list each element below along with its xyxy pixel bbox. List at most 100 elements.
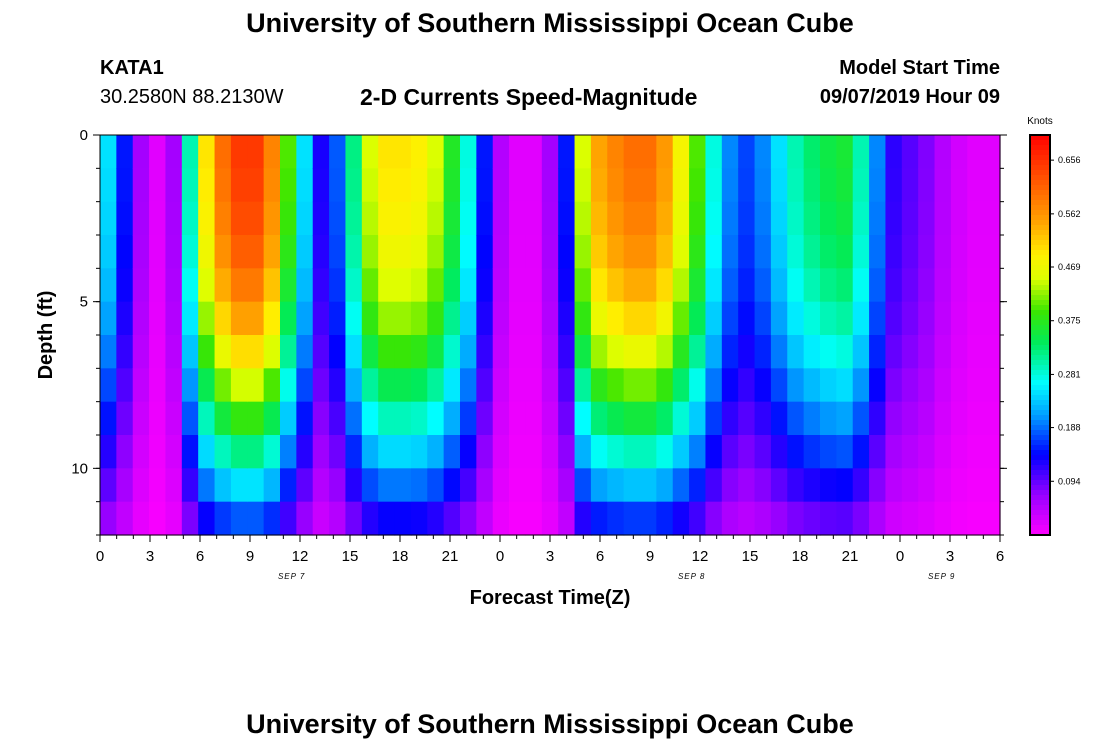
heatmap-cell [410, 235, 428, 269]
heatmap-cell [574, 468, 592, 503]
heatmap-cell [607, 268, 625, 303]
heatmap-cell [738, 301, 756, 336]
heatmap-cell [100, 468, 117, 503]
heatmap-cell [852, 301, 870, 336]
heatmap-cell [705, 168, 723, 203]
colorbar-segment [1030, 300, 1050, 306]
heatmap-cell [427, 335, 445, 369]
heatmap-cell [869, 268, 887, 303]
heatmap-cell [754, 301, 772, 336]
heatmap-cell [181, 468, 199, 503]
heatmap-cell [738, 201, 756, 236]
heatmap-cell [329, 235, 347, 269]
heatmap-cell [525, 435, 543, 469]
heatmap-cell [590, 201, 608, 236]
heatmap-cell [689, 368, 707, 403]
heatmap-cell [509, 368, 527, 403]
heatmap-cell [214, 301, 232, 336]
heatmap-cell [885, 235, 903, 269]
heatmap-cell [869, 201, 887, 236]
colorbar-segment [1030, 170, 1050, 176]
heatmap-cell [525, 268, 543, 303]
heatmap-cell [247, 235, 265, 269]
colorbar-segment [1030, 345, 1050, 351]
heatmap-cell [950, 301, 968, 336]
heatmap-cell [885, 135, 903, 169]
heatmap-cell [296, 201, 314, 236]
heatmap-cell [116, 335, 134, 369]
colorbar-segment [1030, 185, 1050, 191]
heatmap-cell [427, 201, 445, 236]
heatmap-cell [836, 401, 854, 436]
x-tick-label: 3 [146, 548, 154, 565]
heatmap-cell [770, 401, 788, 436]
heatmap-cell [656, 468, 674, 503]
heatmap-cell [770, 235, 788, 269]
heatmap-cell [623, 301, 641, 336]
colorbar-segment [1030, 240, 1050, 246]
heatmap-cell [361, 168, 379, 203]
heatmap-cell [378, 201, 396, 236]
heatmap-cell [689, 335, 707, 369]
colorbar-segment [1030, 500, 1050, 506]
heatmap-cell [836, 201, 854, 236]
heatmap-cell [918, 401, 936, 436]
heatmap-cell [983, 235, 1001, 269]
heatmap-cell [803, 135, 821, 169]
heatmap-cell [590, 401, 608, 436]
x-tick-label: 21 [442, 548, 459, 565]
heatmap-cell [623, 401, 641, 436]
heatmap-cell [623, 501, 641, 536]
heatmap-cell [607, 368, 625, 403]
heatmap-cell [247, 268, 265, 303]
heatmap-cell [689, 235, 707, 269]
heatmap-cell [803, 235, 821, 269]
colorbar-segment [1030, 460, 1050, 466]
colorbar-segment [1030, 385, 1050, 391]
colorbar-segment [1030, 455, 1050, 461]
heatmap-cell [476, 368, 494, 403]
heatmap-cell [116, 468, 134, 503]
heatmap-cell [820, 235, 837, 269]
heatmap-cell [558, 135, 576, 169]
heatmap-cell [623, 201, 641, 236]
heatmap-cell [100, 235, 117, 269]
heatmap-cell [705, 135, 723, 169]
heatmap-cell [214, 401, 232, 436]
heatmap-cell [754, 268, 772, 303]
heatmap-cell [541, 235, 559, 269]
heatmap-cell [754, 368, 772, 403]
heatmap-cell [705, 201, 723, 236]
heatmap-cell [230, 268, 248, 303]
heatmap-cell [754, 335, 772, 369]
x-tick-label: 6 [996, 548, 1004, 565]
heatmap-cell [836, 501, 854, 536]
heatmap-cell [427, 501, 445, 536]
heatmap-cell [656, 335, 674, 369]
heatmap-cell [770, 301, 788, 336]
heatmap-cell [705, 335, 723, 369]
heatmap-cell [869, 435, 887, 469]
heatmap-cell [656, 135, 674, 169]
heatmap-cell [623, 235, 641, 269]
heatmap-cell [623, 168, 641, 203]
heatmap-cell [329, 468, 347, 503]
heatmap-cell [574, 135, 592, 169]
heatmap-cell [836, 168, 854, 203]
colorbar-segment [1030, 505, 1050, 511]
heatmap-cell [689, 401, 707, 436]
heatmap-cell [165, 301, 183, 336]
colorbar-segment [1030, 490, 1050, 496]
heatmap-cell [918, 501, 936, 536]
colorbar-segment [1030, 295, 1050, 301]
heatmap-cell [198, 201, 216, 236]
heatmap-cell [967, 435, 985, 469]
heatmap-cell [607, 301, 625, 336]
heatmap-cell [149, 301, 167, 336]
heatmap-cell [672, 335, 690, 369]
heatmap-cell [770, 435, 788, 469]
heatmap-cell [476, 468, 494, 503]
heatmap-cell [770, 168, 788, 203]
heatmap-cell [590, 335, 608, 369]
heatmap-cell [214, 201, 232, 236]
